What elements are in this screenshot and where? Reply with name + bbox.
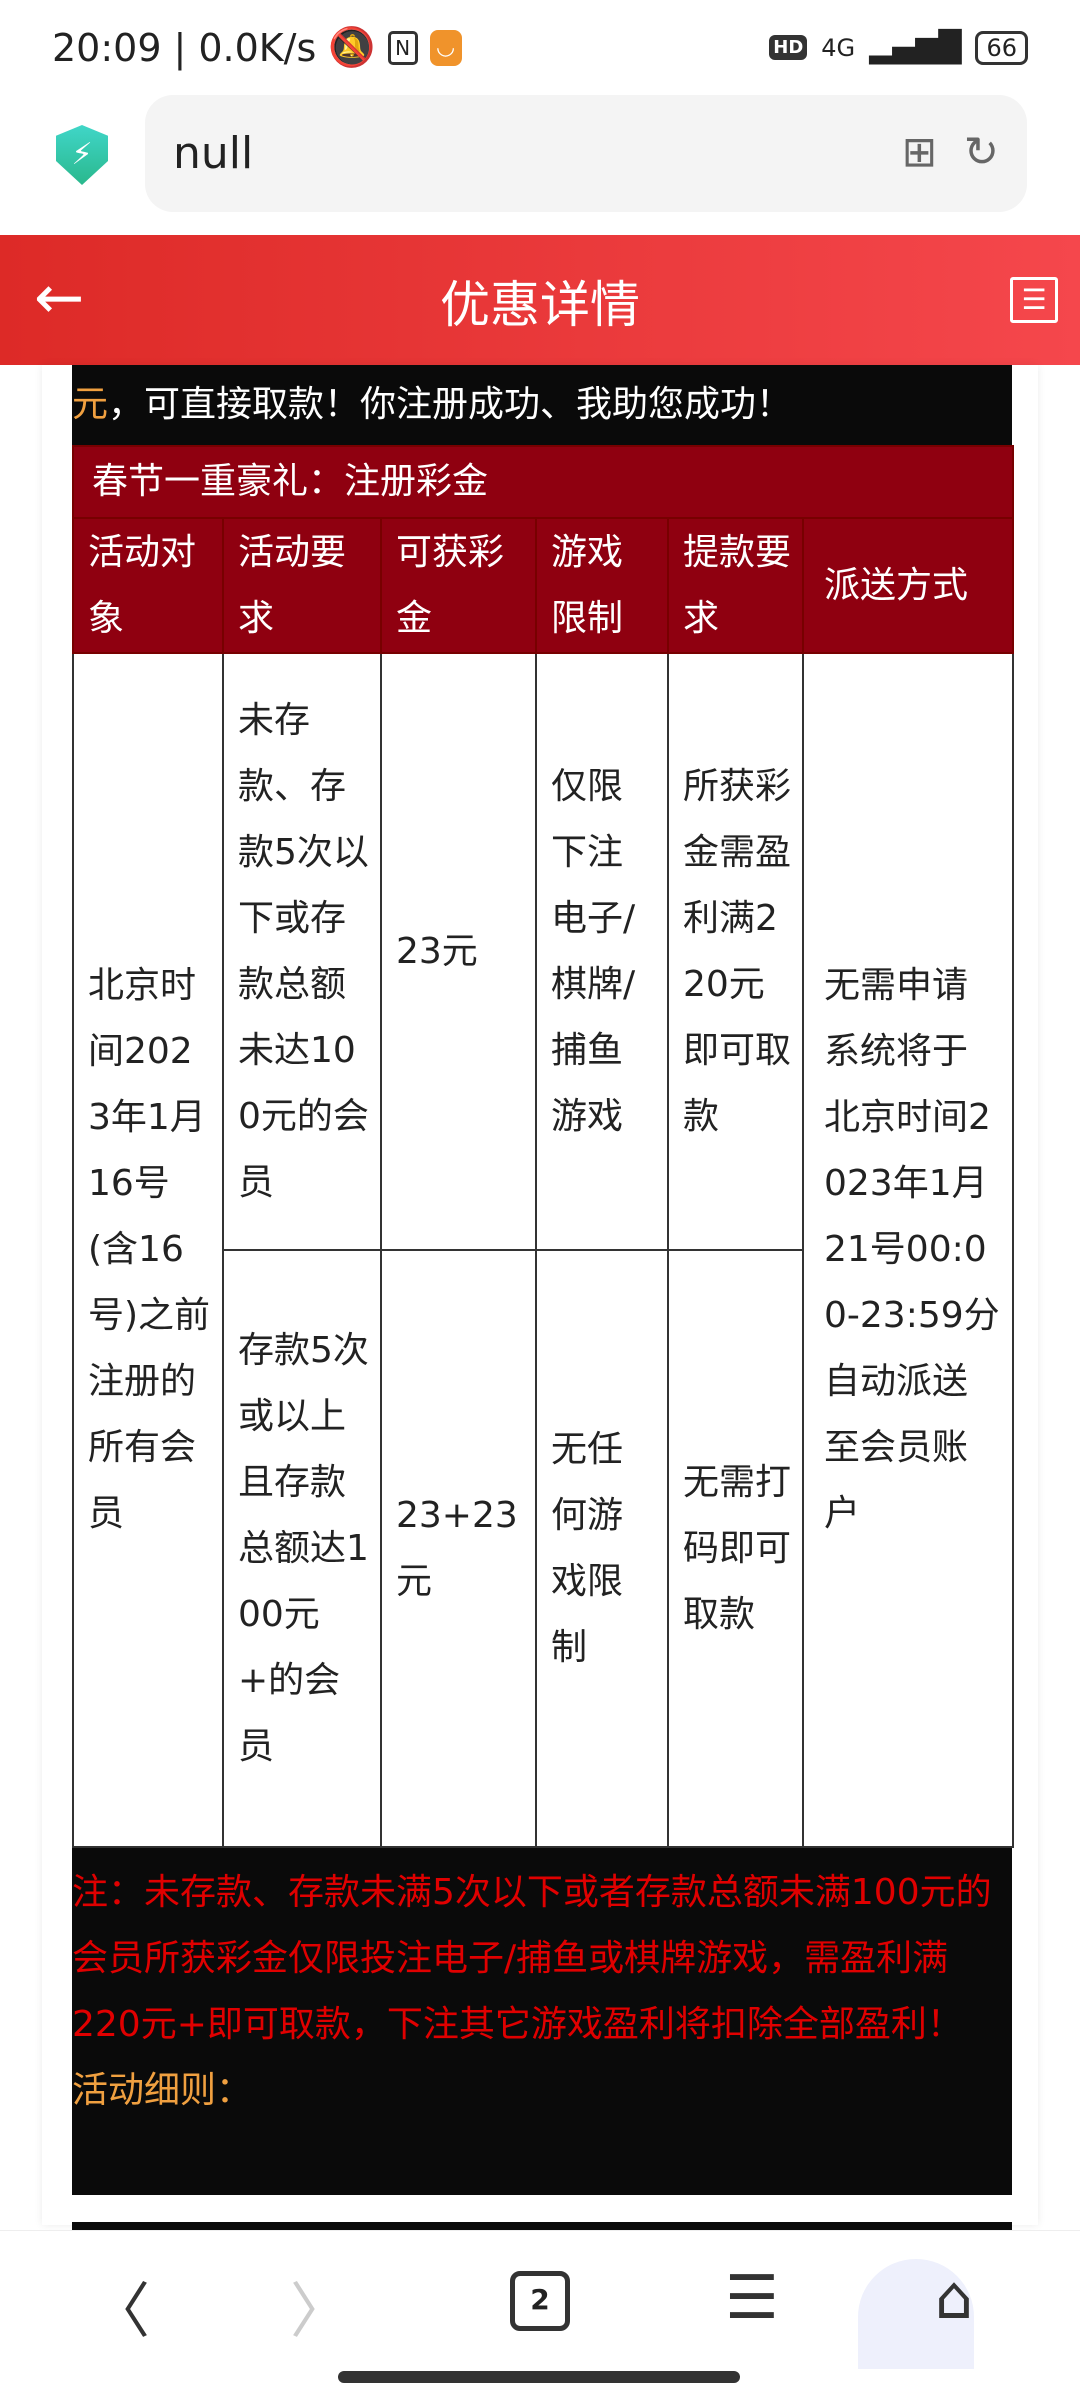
promo-content: 元，可直接取款！你注册成功、我助您成功！ 春节一重豪礼：注册彩金 活动对象 活动…: [42, 365, 1038, 2225]
requirement-cell: 存款5次或以上且存款总额达100元+的会员: [222, 1249, 382, 1848]
home-icon[interactable]: ⌂: [935, 2263, 974, 2333]
promo-banner: 春节一重豪礼：注册彩金: [71, 445, 1015, 519]
clock: 20:09: [52, 25, 162, 70]
tabs-button[interactable]: 2: [510, 2271, 570, 2331]
bonus-cell: 23元: [380, 652, 537, 1251]
rules-label: 活动细则：: [72, 2070, 253, 2111]
withdrawal-cell: 无需打码即可取款: [667, 1249, 804, 1848]
browser-toolbar: ⚡ null ⊞ ↻: [0, 95, 1080, 215]
col-header: 游戏限制: [535, 517, 669, 654]
battery-icon: 66: [975, 30, 1028, 65]
col-header: 活动对象: [72, 517, 224, 654]
table-row: 北京时间2023年1月16号(含16号)之前注册的所有会员 未存款、存款5次以下…: [72, 652, 1015, 1848]
back-nav-icon[interactable]: 〈: [90, 2277, 150, 2347]
url-text[interactable]: null: [173, 128, 254, 179]
delivery-cell: 无需申请系统将于北京时间2023年1月21号00:00-23:59分自动派送至会…: [801, 652, 1015, 1848]
refresh-icon[interactable]: ↻: [963, 127, 999, 176]
url-bar[interactable]: null ⊞ ↻: [145, 95, 1027, 212]
col-header: 提款要求: [667, 517, 804, 654]
promo-table: 春节一重豪礼：注册彩金 活动对象 活动要求 可获彩金 游戏限制 提款要求 派送方…: [71, 445, 1015, 1848]
back-arrow-icon[interactable]: ←: [34, 263, 85, 333]
menu-icon[interactable]: ☰: [725, 2263, 779, 2333]
nfc-icon: N: [387, 30, 418, 65]
ghost-mascot-icon: [858, 2259, 974, 2369]
app-notification-icon: ◡: [429, 29, 462, 66]
bell-muted-icon: 🔕: [328, 25, 376, 69]
intro-highlight: 元: [72, 384, 109, 425]
promo-image: [72, 2222, 1012, 2232]
bonus-cell: 23+23元: [380, 1249, 537, 1848]
divider: |: [173, 25, 187, 70]
table-row: 存款5次或以上且存款总额达100元+的会员 23+23元 无任何游戏限制 无需打…: [73, 1249, 1013, 1848]
menu-list-icon[interactable]: ☰: [1010, 277, 1058, 323]
home-indicator[interactable]: [338, 2371, 740, 2383]
page-header: ← 优惠详情 ☰: [0, 235, 1080, 365]
tab-count: 2: [530, 2283, 550, 2316]
network-speed: 0.0K/s: [198, 25, 317, 70]
target-cell: 北京时间2023年1月16号(含16号)之前注册的所有会员: [72, 652, 224, 1848]
requirement-cell: 未存款、存款5次以下或存款总额未达100元的会员: [222, 652, 382, 1251]
bookmark-add-icon[interactable]: ⊞: [901, 127, 937, 176]
withdrawal-cell: 所获彩金需盈利满220元即可取款: [667, 652, 804, 1251]
promo-note: 注：未存款、存款未满5次以下或者存款总额未满100元的会员所获彩金仅限投注电子/…: [72, 1872, 992, 2045]
game-limit-cell: 无任何游戏限制: [535, 1249, 669, 1848]
hd-icon: HD: [769, 35, 808, 60]
intro-line: 元，可直接取款！你注册成功、我助您成功！: [72, 365, 1012, 445]
col-header: 派送方式: [801, 517, 1015, 654]
intro-text: ，可直接取款！你注册成功、我助您成功！: [108, 384, 793, 425]
game-limit-cell: 仅限下注电子/棋牌/捕鱼游戏: [535, 652, 669, 1251]
page-title: 优惠详情: [440, 276, 640, 334]
col-header: 可获彩金: [380, 517, 537, 654]
status-bar: 20:09 | 0.0K/s 🔕 N ◡ HD 4G ▂▄▆█ 66: [0, 0, 1080, 95]
col-header: 活动要求: [222, 517, 382, 654]
network-type: 4G: [821, 33, 856, 62]
security-shield-icon[interactable]: ⚡: [56, 125, 108, 185]
signal-icon: ▂▄▆█: [869, 30, 962, 65]
forward-nav-icon[interactable]: 〉: [290, 2277, 350, 2347]
